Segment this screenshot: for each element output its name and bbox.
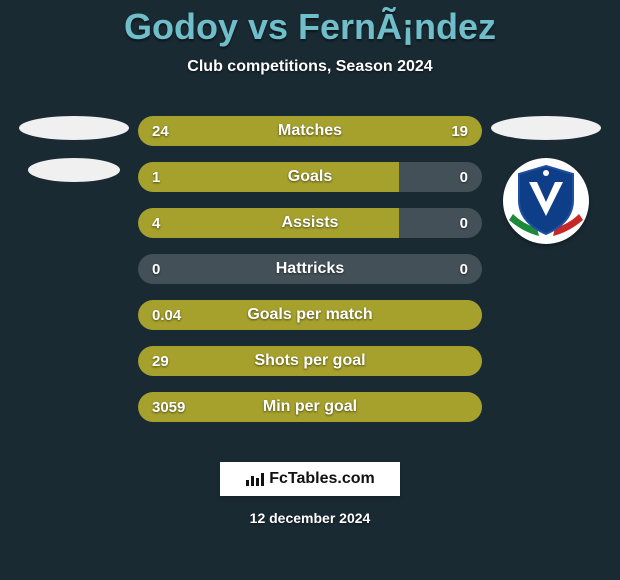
comparison-bars: 2419Matches 10Goals 40Assists 00Hattricks 0.…	[138, 116, 482, 438]
stat-label: Hattricks	[138, 254, 482, 284]
stat-bar: 40Assists	[138, 208, 482, 238]
stat-label: Assists	[138, 208, 482, 238]
stat-bar: 10Goals	[138, 162, 482, 192]
left-player-col	[18, 116, 138, 200]
stat-bar: 0.04Goals per match	[138, 300, 482, 330]
footer-date: 12 december 2024	[0, 510, 620, 526]
comparison-card: Godoy vs FernÃ¡ndez Club competitions, S…	[0, 0, 620, 580]
chart-bars-icon	[245, 471, 265, 487]
subtitle: Club competitions, Season 2024	[0, 58, 620, 76]
page-title: Godoy vs FernÃ¡ndez	[0, 6, 620, 48]
stat-bar: 00Hattricks	[138, 254, 482, 284]
stat-bar: 3059Min per goal	[138, 392, 482, 422]
right-ellipse-1	[491, 116, 601, 140]
left-ellipse-1	[19, 116, 129, 140]
right-player-col	[482, 116, 602, 244]
crest-dot	[543, 170, 549, 176]
club-crest-icon	[503, 158, 589, 244]
stat-bar: 2419Matches	[138, 116, 482, 146]
stat-label: Matches	[138, 116, 482, 146]
left-ellipse-2	[28, 158, 120, 182]
stat-label: Goals	[138, 162, 482, 192]
stat-label: Goals per match	[138, 300, 482, 330]
stat-label: Min per goal	[138, 392, 482, 422]
footer-logo-label: FcTables.com	[269, 470, 375, 488]
main-row: 2419Matches 10Goals 40Assists 00Hattricks 0.…	[0, 116, 620, 438]
stat-label: Shots per goal	[138, 346, 482, 376]
crest-shield	[519, 166, 573, 234]
stat-bar: 29Shots per goal	[138, 346, 482, 376]
footer-logo: FcTables.com	[220, 462, 400, 496]
footer-logo-text: FcTables.com	[245, 470, 375, 488]
